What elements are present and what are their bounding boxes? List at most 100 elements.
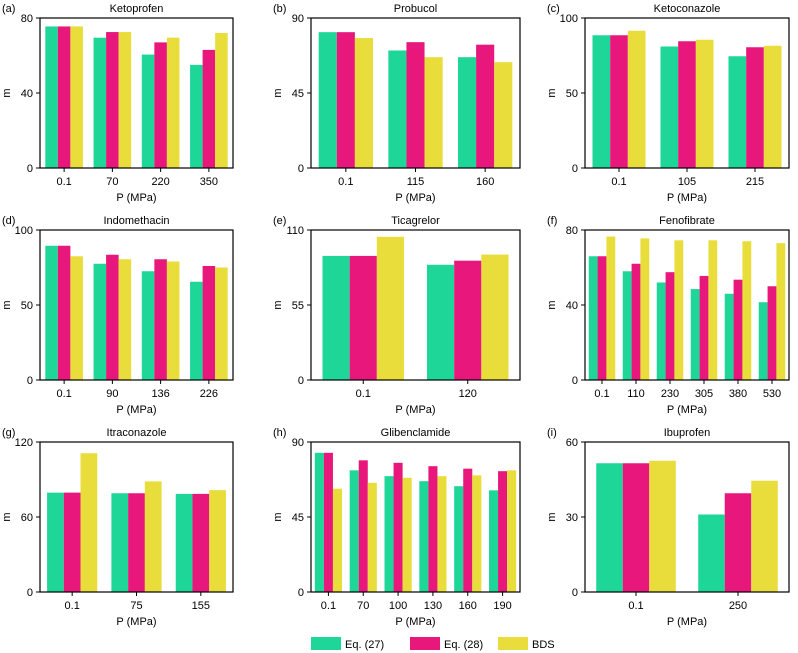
panel-b-title: Probucol [394, 3, 437, 15]
panel-b-bar-bds-0_1 [354, 38, 373, 168]
panel-f-panel-label: (f) [547, 215, 557, 227]
panel-h-bar-bds-100 [402, 477, 412, 592]
panel-a-bar-eq-27-220 [141, 54, 155, 169]
panel-b-bar-eq-27-160 [458, 57, 477, 168]
panel-g-xtick-label: 0.1 [65, 600, 80, 612]
panel-f-bar-eq-28-380 [733, 279, 743, 380]
panel-g-title: Itraconazole [107, 427, 167, 439]
panel-e-ytick-label: 55 [292, 300, 304, 312]
panel-g-bar-eq-28-0_1 [63, 492, 81, 593]
panel-f-bar-eq-27-110 [622, 271, 632, 380]
panel-a-ytick-label: 40 [21, 88, 33, 100]
panel-d-bar-eq-28-226 [202, 266, 216, 380]
panel-f-title: Fenofibrate [659, 215, 715, 227]
panel-d-bar-bds-0_1 [70, 256, 83, 380]
panel-i-bar-bds-250 [751, 480, 778, 592]
panel-a-panel-label: (a) [2, 3, 15, 15]
panel-c-ylabel: m [546, 88, 558, 97]
panel-c-panel-label: (c) [547, 3, 560, 15]
panel-b-panel-label: (b) [273, 3, 286, 15]
panel-c-bar-eq-28-0_1 [610, 35, 628, 168]
legend-label-eq-28: Eq. (28) [444, 639, 483, 651]
panel-h-bar-eq-28-70 [358, 460, 368, 592]
panel-c-title: Ketoconazole [654, 3, 721, 15]
panel-e-ylabel: m [272, 300, 284, 309]
panel-a-xtick-label: 220 [151, 176, 169, 188]
panel-d-ylabel: m [1, 300, 13, 309]
panel-a-bar-bds-220 [166, 37, 180, 168]
panel-i-ytick-label: 0 [572, 587, 578, 599]
panel-e-bar-eq-28-0_1 [349, 255, 377, 380]
panel-f-xtick-label: 305 [695, 388, 713, 400]
panel-h-ytick-label: 0 [298, 587, 304, 599]
panel-d-bar-eq-27-90 [93, 263, 107, 380]
panel-f-xtick-label: 230 [661, 388, 679, 400]
panel-b-ylabel: m [272, 88, 284, 97]
panel-b-bar-eq-27-115 [388, 50, 407, 168]
panel-d-bar-eq-27-226 [190, 281, 203, 380]
panel-d-title: Indomethacin [103, 215, 169, 227]
panel-g-panel-label: (g) [2, 427, 15, 439]
panel-c-xtick-label: 215 [746, 176, 764, 188]
panel-d-bar-eq-27-0_1 [45, 245, 58, 380]
panel-d-bar-eq-28-136 [154, 259, 167, 380]
panel-d-xtick-label: 0.1 [56, 388, 71, 400]
panel-f-xtick-label: 0.1 [594, 388, 609, 400]
panel-f-bar-eq-27-380 [724, 293, 734, 380]
panel-c-bar-bds-105 [695, 39, 714, 168]
panel-c-bar-eq-27-105 [660, 46, 679, 168]
panel-h-ytick-label: 90 [292, 437, 304, 449]
panel-g-bar-eq-27-155 [175, 493, 193, 593]
panel-i-xtick-label: 0.1 [628, 600, 643, 612]
panel-c-xlabel: P (MPa) [667, 192, 707, 204]
panel-c-xtick-label: 0.1 [611, 176, 626, 188]
panel-a-bar-eq-28-220 [154, 42, 167, 169]
panel-h-xtick-label: 160 [459, 600, 477, 612]
panel-b-xtick-label: 115 [407, 176, 425, 188]
panel-h-bar-bds-70 [367, 482, 377, 592]
panel-h-bar-eq-28-160 [463, 468, 473, 592]
panel-d-xtick-label: 136 [151, 388, 169, 400]
panel-f-bar-eq-28-110 [631, 263, 641, 380]
panel-b-bar-eq-28-160 [476, 44, 495, 168]
panel-e-bar-eq-28-120 [454, 260, 482, 380]
panel-h-xtick-label: 100 [389, 600, 407, 612]
panel-f-bar-eq-28-230 [665, 272, 675, 380]
panel-f-bar-bds-530 [776, 243, 786, 381]
panel-h-bar-eq-27-130 [419, 481, 429, 592]
panel-d-bar-bds-136 [166, 261, 180, 380]
panel-f-ytick-label: 0 [572, 375, 578, 387]
panel-a-bar-eq-27-350 [190, 64, 203, 169]
panel-a-xlabel: P (MPa) [116, 192, 156, 204]
panel-a-bar-bds-0_1 [70, 26, 83, 168]
panel-f-bar-bds-380 [742, 241, 752, 380]
panel-b-ytick-label: 45 [292, 88, 304, 100]
panel-f-xtick-label: 530 [763, 388, 781, 400]
panel-a-xtick-label: 0.1 [56, 176, 71, 188]
panel-a-ylabel: m [1, 88, 13, 97]
panel-c-bar-eq-28-105 [678, 41, 696, 168]
panel-i-title: Ibuprofen [664, 427, 710, 439]
panel-h-bar-eq-27-70 [349, 470, 359, 592]
panel-g-ylabel: m [1, 512, 13, 521]
panel-a-xtick-label: 70 [106, 176, 118, 188]
legend-swatch-eq-27 [311, 637, 341, 650]
panel-g-xtick-label: 155 [192, 600, 210, 612]
panel-f-frame [584, 229, 790, 381]
panel-a-ytick-label: 0 [27, 163, 33, 175]
panel-f-ylabel: m [546, 300, 558, 309]
panel-e-bar-eq-27-120 [427, 264, 455, 380]
panel-h-panel-label: (h) [273, 427, 286, 439]
panel-a-bar-eq-28-0_1 [57, 26, 71, 168]
panel-g-ytick-label: 0 [27, 587, 33, 599]
panel-i-xlabel: P (MPa) [667, 616, 707, 628]
panel-a-bar-eq-28-70 [106, 32, 119, 169]
panel-h-bar-bds-190 [507, 470, 517, 592]
panel-i-ytick-label: 60 [566, 437, 578, 449]
panel-f-bar-eq-28-305 [699, 275, 709, 380]
panel-b-bar-bds-115 [424, 57, 443, 168]
panel-g-xlabel: P (MPa) [116, 616, 156, 628]
panel-c-ytick-label: 0 [572, 163, 578, 175]
panel-d-ytick-label: 0 [27, 375, 33, 387]
